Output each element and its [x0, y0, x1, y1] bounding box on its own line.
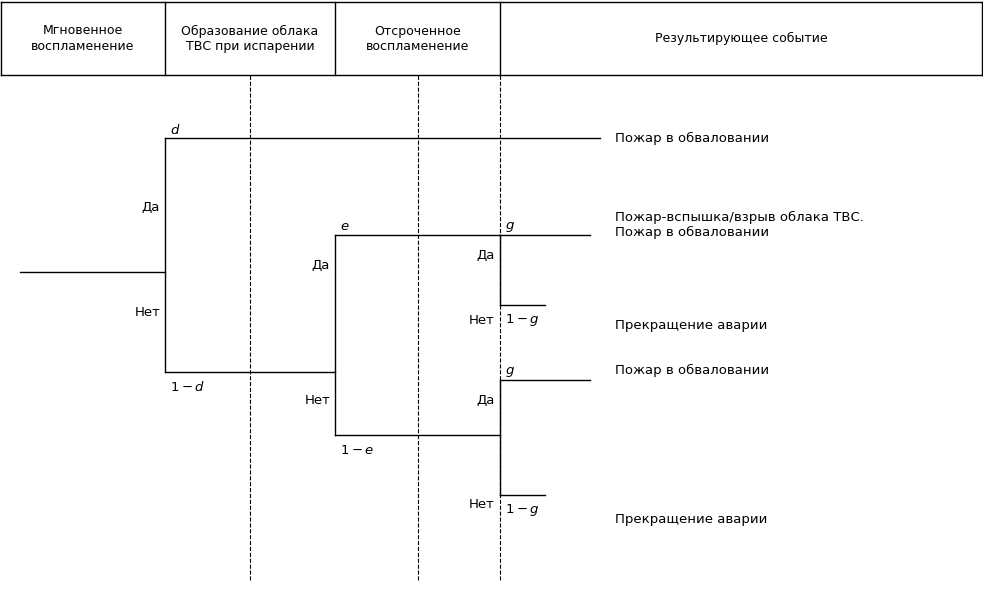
Text: Пожар в обваловании: Пожар в обваловании	[615, 132, 769, 145]
Text: $1-g$: $1-g$	[505, 502, 540, 518]
Text: $e$: $e$	[340, 221, 350, 234]
Text: Да: Да	[477, 394, 495, 407]
Text: $g$: $g$	[505, 220, 515, 234]
Text: Да: Да	[477, 248, 495, 261]
Text: Нет: Нет	[469, 499, 495, 512]
Text: $1-e$: $1-e$	[340, 444, 375, 457]
Text: $1-d$: $1-d$	[170, 380, 205, 394]
Text: Нет: Нет	[305, 394, 330, 407]
Text: Прекращение аварии: Прекращение аварии	[615, 513, 768, 526]
Text: Пожар в обваловании: Пожар в обваловании	[615, 363, 769, 376]
Text: Прекращение аварии: Прекращение аварии	[615, 319, 768, 332]
Text: Нет: Нет	[469, 313, 495, 326]
Text: Нет: Нет	[135, 306, 160, 319]
Text: Результирующее событие: Результирующее событие	[655, 32, 828, 45]
Text: Образование облака
ТВС при испарении: Образование облака ТВС при испарении	[182, 24, 318, 53]
Text: $g$: $g$	[505, 365, 515, 379]
Text: Да: Да	[142, 201, 160, 214]
Text: Пожар-вспышка/взрыв облака ТВС.
Пожар в обваловании: Пожар-вспышка/взрыв облака ТВС. Пожар в …	[615, 211, 864, 239]
Text: $d$: $d$	[170, 123, 181, 137]
Text: Отсроченное
воспламенение: Отсроченное воспламенение	[366, 25, 469, 53]
Text: $1-g$: $1-g$	[505, 312, 540, 328]
Text: Да: Да	[312, 258, 330, 271]
Text: Мгновенное
воспламенение: Мгновенное воспламенение	[31, 25, 135, 53]
